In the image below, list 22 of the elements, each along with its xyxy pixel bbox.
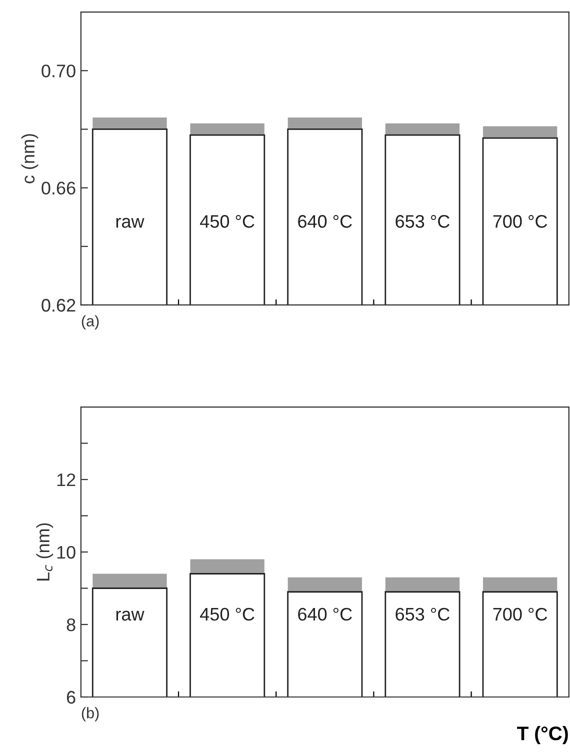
category-label: raw [116,218,144,228]
category-label: 640 °C [298,608,352,621]
category-label: 640 °C [298,215,352,228]
category-label: 653 °C [396,608,450,621]
y-tick-label: 0.66 [42,182,76,195]
category-label: 700 °C [493,608,548,621]
y-tick-label: 6 [66,690,76,704]
category-label: 700 °C [493,215,548,228]
y-tick-label: 0.62 [42,298,76,312]
y-axis-title: c (nm) [21,134,38,184]
category-label: raw [116,610,144,621]
y-tick-label: 10 [57,546,76,559]
category-label: 450 °C [200,608,254,621]
category-label: 653 °C [396,215,450,228]
category-label: 450 °C [200,215,254,228]
y-tick-label: 12 [57,473,76,486]
text: 0.70 [42,64,76,78]
y-axis-title: L$_{c}$ (nm) [36,523,54,580]
y-tick-label: 8 [66,618,76,632]
text: (b) [82,707,99,722]
x-axis-title: T (°C) [517,726,568,744]
text: (a) [82,315,99,330]
